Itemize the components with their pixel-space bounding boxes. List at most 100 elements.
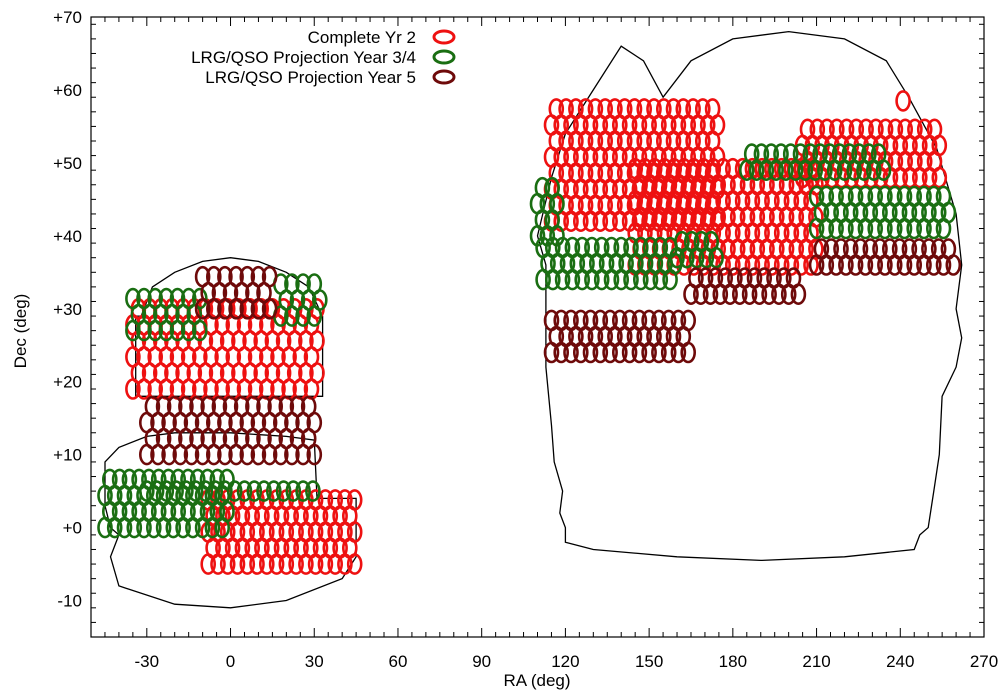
y-tick-label: +50	[53, 154, 82, 173]
tile-marker	[147, 287, 163, 310]
tile-marker	[200, 395, 216, 418]
tile-marker	[168, 480, 184, 502]
legend-marker	[432, 29, 456, 45]
tile-marker	[228, 265, 244, 288]
tile-marker	[756, 267, 773, 289]
tile-marker	[627, 157, 644, 180]
tile-marker	[148, 480, 165, 502]
tile-marker	[828, 118, 845, 141]
tile-marker	[211, 395, 228, 418]
tile-marker	[267, 395, 284, 418]
tile-marker	[838, 118, 855, 141]
x-tick-label: 210	[802, 652, 830, 671]
tile-marker	[809, 118, 826, 141]
tile-marker	[219, 468, 235, 491]
x-tick-label: 60	[389, 652, 408, 671]
tile-marker	[233, 395, 250, 418]
tile-marker	[337, 489, 353, 511]
x-tick-label: 180	[719, 652, 747, 671]
tile-marker	[139, 480, 155, 502]
y-axis-title: Dec (deg)	[11, 294, 30, 369]
tile-marker	[940, 238, 957, 260]
x-tick-label: 120	[551, 652, 579, 671]
tile-marker	[563, 309, 579, 332]
tile-marker	[746, 267, 763, 289]
y-tick-label: +40	[53, 227, 82, 246]
tile-marker	[102, 468, 118, 491]
x-tick-label: 270	[970, 652, 998, 671]
tile-marker	[717, 267, 734, 289]
tile-marker	[189, 468, 206, 491]
tile-marker	[867, 185, 884, 208]
tile-marker	[838, 185, 854, 208]
tile-marker	[621, 309, 638, 332]
tile-marker	[136, 287, 152, 310]
series-2-tiles	[97, 143, 957, 539]
tile-marker	[180, 287, 197, 310]
tile-marker	[683, 230, 700, 253]
x-axis-title: RA (deg)	[503, 671, 570, 690]
tile-markers	[97, 90, 962, 575]
tile-marker	[543, 309, 560, 332]
tile-marker	[207, 480, 223, 502]
tile-marker	[646, 98, 662, 120]
footprint-outline-3	[536, 30, 963, 562]
tile-marker	[818, 185, 835, 208]
tile-marker	[907, 118, 923, 141]
tile-marker	[558, 98, 574, 120]
tile-marker	[265, 480, 282, 502]
tile-marker	[222, 395, 239, 418]
tile-marker	[246, 480, 263, 502]
tile-marker	[763, 143, 780, 165]
tile-marker	[646, 157, 663, 180]
x-axis: -30 0 30 60 90 120 150 180 210 240 270	[90, 17, 998, 671]
tile-marker	[194, 265, 211, 288]
tile-marker	[743, 143, 760, 165]
tile-marker	[226, 480, 243, 502]
tile-marker	[685, 157, 702, 180]
tile-marker	[812, 143, 828, 165]
tile-marker	[707, 267, 724, 289]
tile-marker	[206, 265, 222, 288]
tile-marker	[568, 98, 584, 120]
tile-marker	[877, 118, 894, 141]
tile-marker	[916, 118, 933, 141]
tile-marker	[178, 395, 194, 418]
tile-marker	[694, 98, 711, 120]
tile-marker	[727, 267, 743, 289]
tile-marker	[862, 238, 879, 260]
tile-marker	[603, 236, 620, 259]
x-tick-label: 90	[472, 652, 491, 671]
tile-marker	[660, 309, 677, 332]
tile-marker	[169, 287, 186, 310]
tile-marker	[652, 236, 669, 259]
tile-marker	[842, 238, 859, 260]
tile-marker	[305, 480, 321, 502]
tile-marker	[655, 98, 672, 120]
tile-marker	[858, 118, 874, 141]
tile-marker	[775, 267, 792, 289]
tile-marker	[192, 287, 208, 310]
tile-marker	[121, 468, 138, 491]
tile-marker	[284, 273, 300, 295]
y-tick-label: +70	[53, 8, 82, 27]
tile-marker	[158, 480, 175, 502]
x-tick-label: 240	[886, 652, 914, 671]
tile-marker	[881, 238, 898, 260]
tile-marker	[160, 468, 177, 491]
tile-marker	[848, 118, 865, 141]
tile-marker	[715, 157, 731, 180]
tile-marker	[592, 309, 609, 332]
tile-marker	[666, 157, 683, 180]
tile-marker	[799, 118, 816, 141]
tile-marker	[766, 267, 782, 289]
tile-marker	[916, 185, 932, 208]
tile-marker	[534, 176, 551, 199]
tile-marker	[636, 98, 653, 120]
tile-marker	[199, 468, 216, 491]
tile-marker	[808, 185, 825, 208]
tile-marker	[697, 267, 714, 289]
tile-marker	[685, 98, 701, 120]
tile-marker	[295, 273, 311, 295]
